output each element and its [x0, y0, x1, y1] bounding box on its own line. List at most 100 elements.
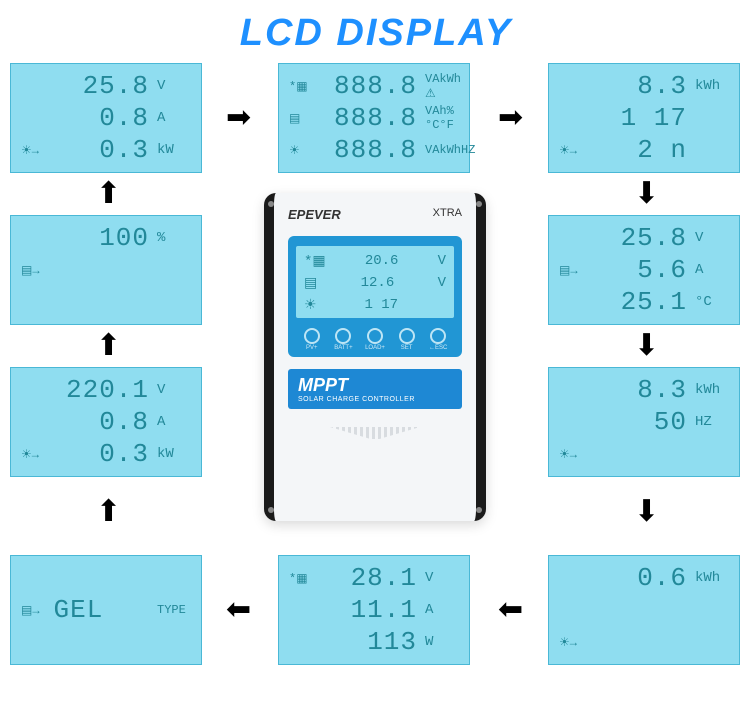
lcd4-v3: 25.1 — [559, 287, 687, 317]
dev-u2: V — [438, 275, 446, 291]
arrow-up-icon: ⬆ — [96, 331, 121, 361]
arrow-down-icon: ⬇ — [634, 179, 659, 209]
lcd9-v2: 0.8 — [21, 407, 149, 437]
screw-icon — [476, 507, 482, 513]
lcd-screen-7: *▦ 28.1 V 11.1 A 113 W — [278, 555, 470, 665]
mppt-label-band: MPPT SOLAR CHARGE CONTROLLER — [288, 369, 462, 409]
lcd1-v1: 25.8 — [21, 71, 149, 101]
lcd4-v2: 5.6 — [582, 255, 687, 285]
arrow-right-icon: ➡ — [226, 103, 251, 133]
battery-icon: ▤→ — [21, 603, 40, 618]
lcd2-u3: VAkWhHZ — [425, 143, 459, 157]
sun-icon: ☀→ — [559, 143, 577, 158]
lcd5-u1: kWh — [695, 382, 729, 398]
dev-v2: 12.6 — [361, 275, 395, 291]
solar-controller-device: EPEVER XTRA *▦20.6V ▤12.6V ☀1 17 PV+ BAT… — [264, 193, 486, 521]
lcd2-v1: 888.8 — [312, 71, 417, 101]
lcd7-v2: 11.1 — [289, 595, 417, 625]
lcd-screen-10: 100% ▤→ — [10, 215, 202, 325]
esc-button[interactable] — [430, 328, 446, 344]
dev-u1: V — [438, 253, 446, 269]
arrow-down-icon: ⬇ — [634, 497, 659, 527]
battery-icon: ▤→ — [21, 263, 40, 278]
lcd2-v3: 888.8 — [304, 135, 417, 165]
arrow-right-icon: ➡ — [498, 103, 523, 133]
sun-icon: ☀→ — [21, 143, 39, 158]
device-lcd: *▦ 20.6 V ▤ 12.6 V ☀ 1 17 — [296, 246, 454, 318]
lcd3-v3: 2 n — [581, 135, 687, 165]
lcd4-u1: V — [695, 230, 729, 246]
battery-icon: ▤→ — [559, 263, 578, 278]
arrow-up-icon: ⬆ — [96, 497, 121, 527]
lcd9-u2: A — [157, 414, 191, 430]
panel-icon: *▦ — [289, 571, 308, 586]
screw-icon — [268, 507, 274, 513]
lcd1-u1: V — [157, 78, 191, 94]
device-brand: EPEVER — [288, 207, 341, 222]
device-model: XTRA — [433, 207, 462, 222]
lcd1-v3: 0.3 — [43, 135, 149, 165]
dev-v3: 1 17 — [364, 297, 398, 313]
lcd7-u3: W — [425, 634, 459, 650]
lcd-screen-5: 8.3 kWh 50 HZ ☀→ — [548, 367, 740, 477]
screw-icon — [476, 201, 482, 207]
lcd7-v1: 28.1 — [312, 563, 417, 593]
lcd-screen-3: 8.3 kWh 1 17 ☀→ 2 n — [548, 63, 740, 173]
lcd1-u3: kW — [157, 142, 191, 158]
lcd1-v2: 0.8 — [21, 103, 149, 133]
arrow-left-icon: ⬅ — [498, 595, 523, 625]
screw-icon — [268, 201, 274, 207]
lcd-screen-6: 0.6 kWh ☀→ — [548, 555, 740, 665]
battery-icon: ▤ — [304, 275, 317, 292]
lcd8-u2: TYPE — [157, 603, 191, 617]
batt-button[interactable] — [335, 328, 351, 344]
arrow-left-icon: ⬅ — [226, 595, 251, 625]
lcd7-u2: A — [425, 602, 459, 618]
lcd-screen-9: 220.1V 0.8A ☀→0.3kW — [10, 367, 202, 477]
panel-icon: *▦ — [304, 253, 326, 270]
load-icon: ☀ — [304, 297, 317, 314]
battery-icon: ▤ — [289, 111, 300, 126]
lcd10-v1: 100 — [21, 223, 149, 253]
lcd9-v3: 0.3 — [43, 439, 149, 469]
lcd4-v1: 25.8 — [559, 223, 687, 253]
lcd7-u1: V — [425, 570, 459, 586]
lcd1-u2: A — [157, 110, 191, 126]
set-button[interactable] — [399, 328, 415, 344]
lcd6-v1: 0.6 — [559, 563, 687, 593]
lcd8-v2: GEL — [44, 595, 149, 625]
lcd4-u2: A — [695, 262, 729, 278]
lcd5-u2: HZ — [695, 414, 729, 430]
lcd5-v1: 8.3 — [559, 375, 687, 405]
dev-v1: 20.6 — [365, 253, 399, 269]
arrow-up-icon: ⬆ — [96, 179, 121, 209]
lcd-screen-8: ▤→ GEL TYPE — [10, 555, 202, 665]
lcd4-u3: °C — [695, 294, 729, 310]
lcd5-v2: 50 — [559, 407, 687, 437]
load-icon: ☀ — [289, 143, 300, 158]
panel-icon: *▦ — [289, 79, 308, 94]
lcd-screen-2: *▦ 888.8 VAkWh ⚠ ▤ 888.8 VAh%°C°F ☀ 888.8 VAkW… — [278, 63, 470, 173]
lcd3-u1: kWh — [695, 78, 729, 94]
pv-button[interactable] — [304, 328, 320, 344]
lcd2-u2: VAh%°C°F — [425, 104, 459, 132]
lcd-screen-4: 25.8 V ▤→ 5.6 A 25.1 °C — [548, 215, 740, 325]
mppt-subtitle: SOLAR CHARGE CONTROLLER — [298, 396, 452, 403]
lcd2-v2: 888.8 — [304, 103, 417, 133]
lcd7-v3: 113 — [289, 627, 417, 657]
diagram-grid: 25.8 V 0.8 A ☀→ 0.3 kW *▦ 888.8 VAkWh ⚠ ▤ 888.8… — [0, 63, 752, 703]
lcd6-u1: kWh — [695, 570, 729, 586]
lcd3-v2: 1 17 — [559, 103, 687, 133]
mppt-title: MPPT — [298, 375, 452, 396]
lcd3-v1: 8.3 — [559, 71, 687, 101]
vent-grille-icon — [330, 427, 420, 439]
lcd2-u1: VAkWh ⚠ — [425, 72, 459, 101]
lcd9-v1: 220.1 — [21, 375, 149, 405]
sun-icon: ☀→ — [559, 447, 577, 462]
sun-icon: ☀→ — [559, 635, 577, 650]
load-button[interactable] — [367, 328, 383, 344]
lcd-screen-1: 25.8 V 0.8 A ☀→ 0.3 kW — [10, 63, 202, 173]
lcd9-u3: kW — [157, 446, 191, 462]
device-screen-frame: *▦20.6V ▤12.6V ☀1 17 PV+ BATT+ LOAD+ SET… — [288, 236, 462, 357]
sun-icon: ☀→ — [21, 447, 39, 462]
